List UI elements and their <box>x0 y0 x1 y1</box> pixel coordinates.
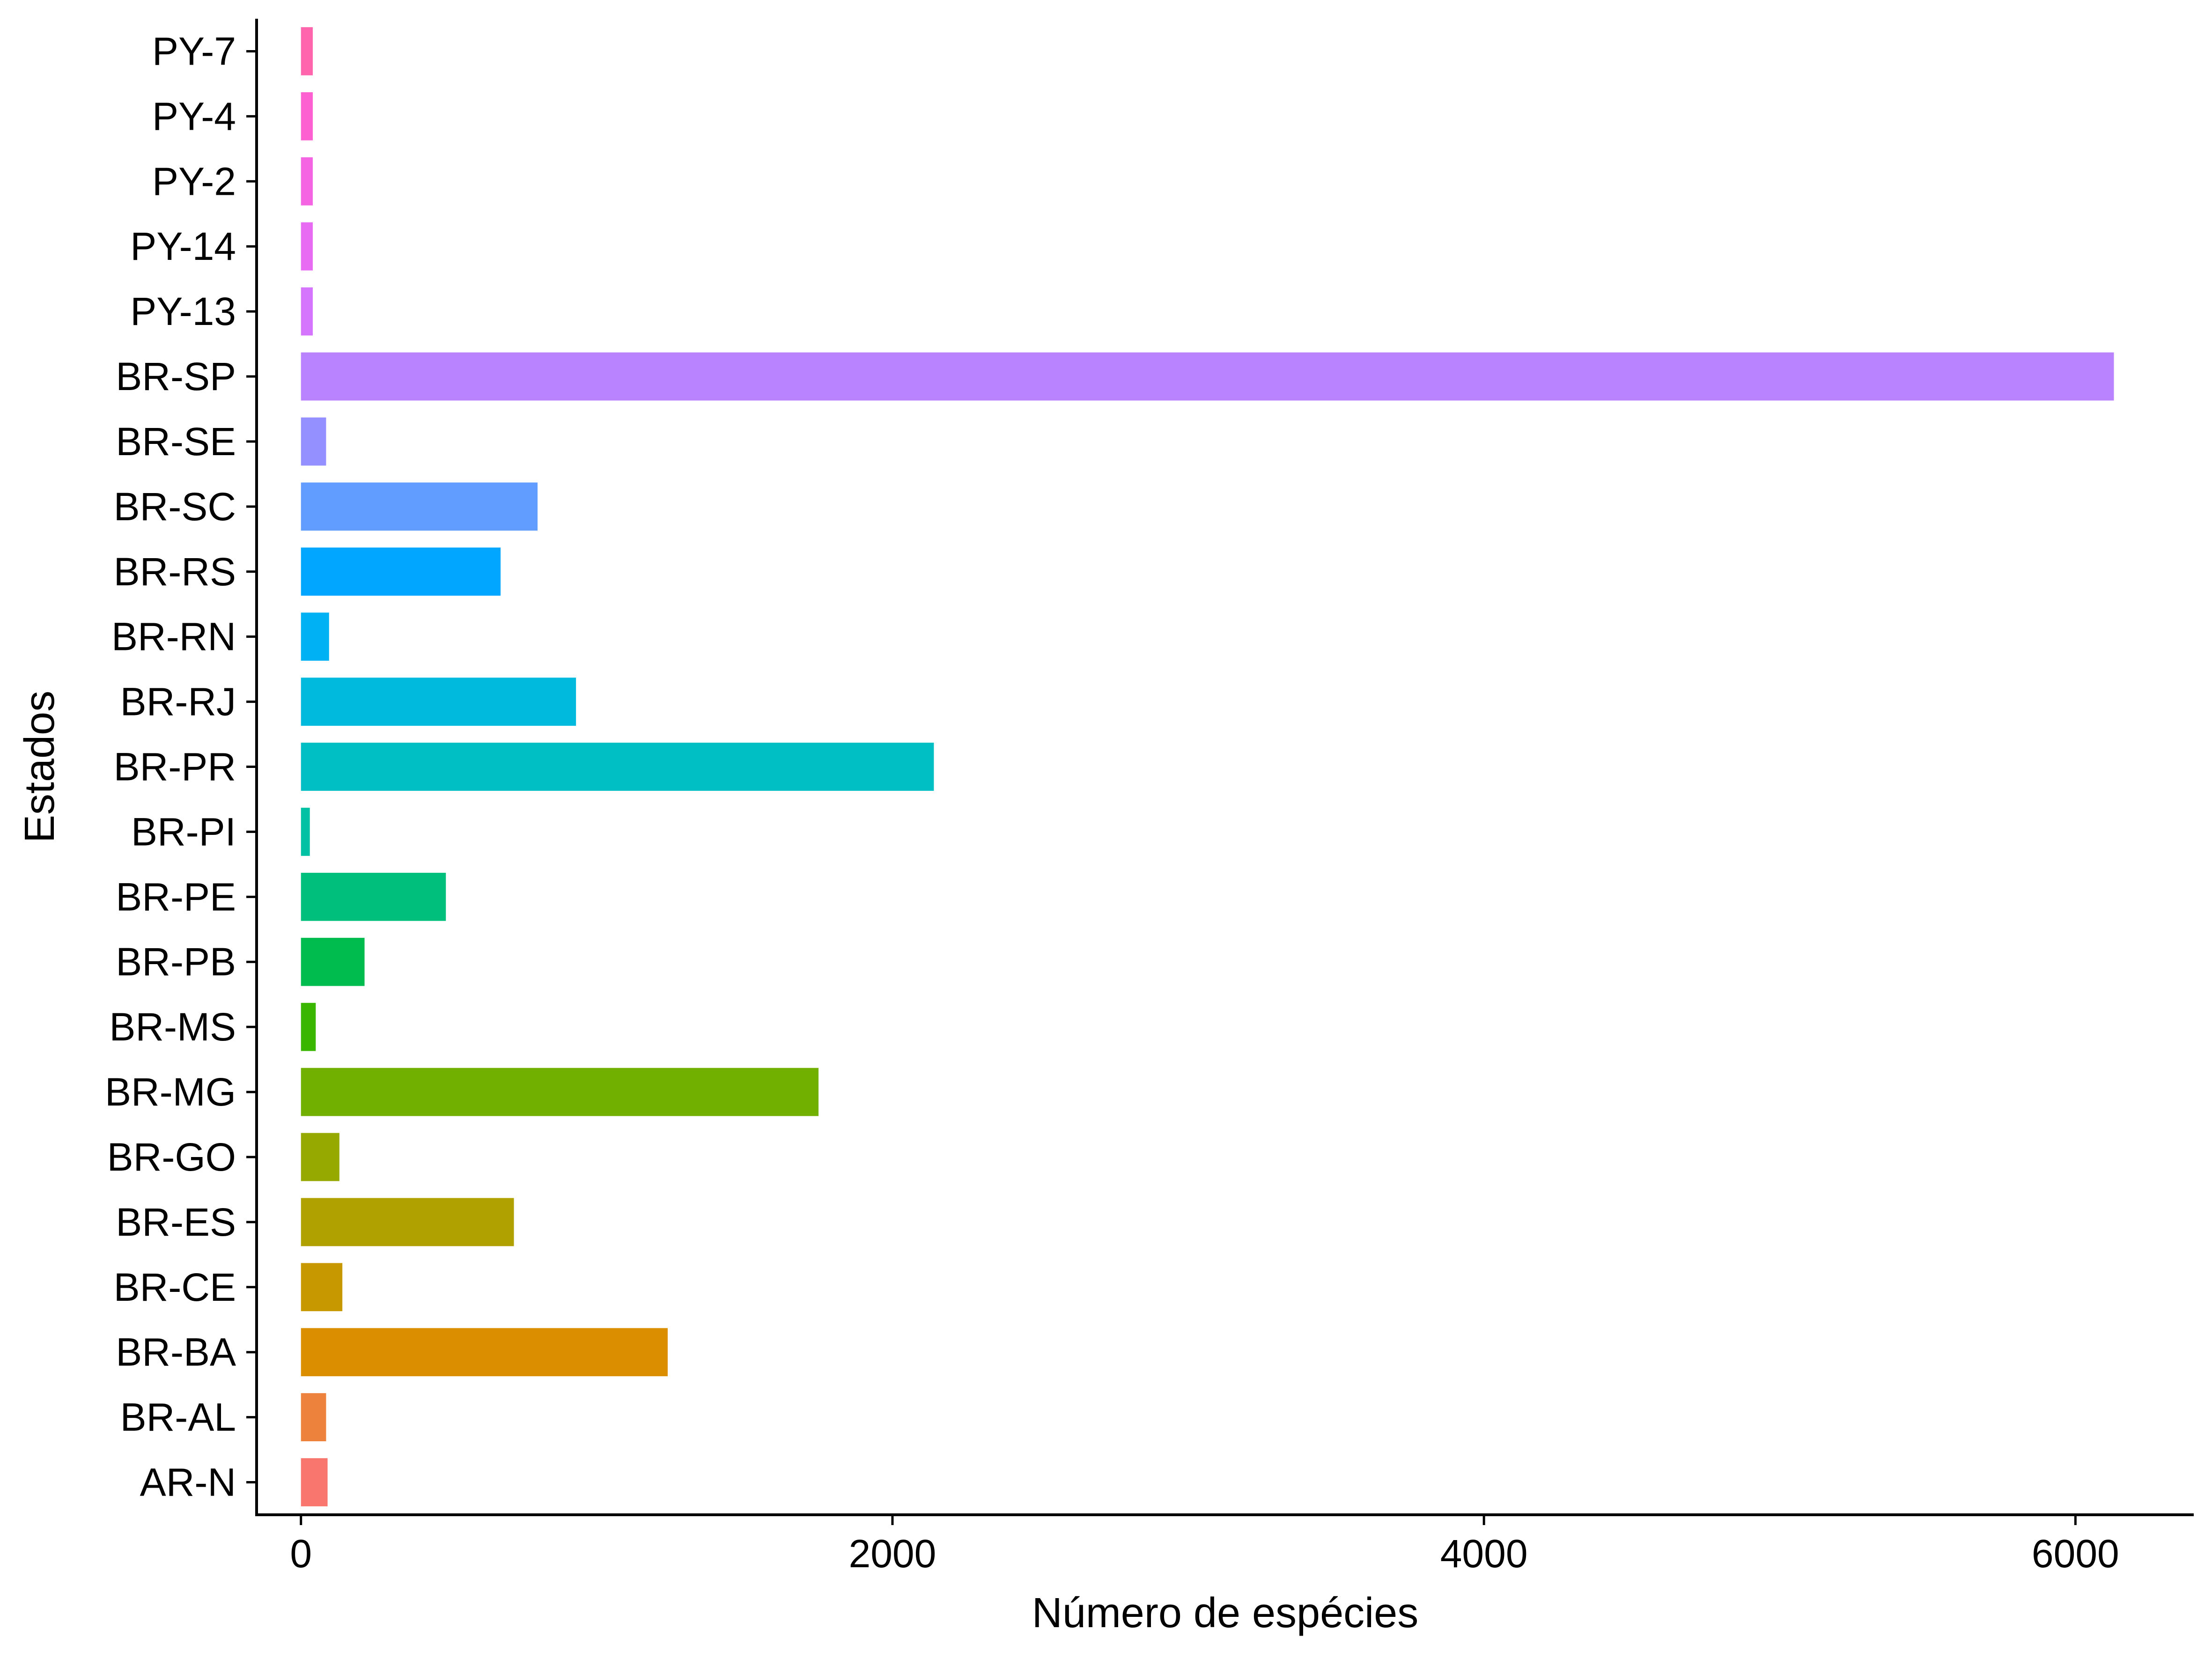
bar-py-2 <box>301 157 313 206</box>
y-tick-label: BR-PI <box>131 810 236 854</box>
y-tick-label: BR-MS <box>109 1005 236 1049</box>
x-tick-label: 0 <box>290 1532 312 1576</box>
y-tick-label: BR-PB <box>116 940 236 984</box>
bar-br-ba <box>301 1328 668 1377</box>
y-tick-label: BR-BA <box>116 1330 236 1374</box>
bar-br-rj <box>301 678 576 726</box>
x-axis-ticks: 0 2000 4000 6000 <box>290 1515 2119 1576</box>
y-axis-title: Estados <box>16 691 63 843</box>
bar-br-pb <box>301 937 365 986</box>
bar-br-mg <box>301 1068 819 1116</box>
y-tick-label: PY-2 <box>152 159 236 203</box>
y-tick-label: PY-13 <box>130 289 236 333</box>
bar-ar-n <box>301 1458 328 1506</box>
bar-br-se <box>301 417 326 466</box>
bar-br-rn <box>301 612 329 661</box>
y-tick-label: BR-CE <box>114 1265 236 1309</box>
y-tick-label: BR-PR <box>114 745 236 789</box>
y-tick-label: BR-GO <box>107 1135 236 1179</box>
y-tick-label: PY-7 <box>152 29 236 73</box>
y-tick-label: BR-MG <box>105 1070 236 1114</box>
x-tick-label: 4000 <box>1440 1532 1528 1576</box>
bar-py-13 <box>301 287 313 336</box>
bar-py-7 <box>301 27 313 75</box>
y-tick-label: BR-SC <box>114 485 236 529</box>
x-tick-label: 6000 <box>2032 1532 2119 1576</box>
bar-py-4 <box>301 92 313 140</box>
bar-br-pr <box>301 743 934 791</box>
bar-br-es <box>301 1198 514 1246</box>
y-tick-label: AR-N <box>140 1460 236 1504</box>
y-tick-label: PY-14 <box>130 224 236 268</box>
bar-br-pe <box>301 872 446 921</box>
bar-br-pi <box>301 808 310 856</box>
bar-py-14 <box>301 222 313 271</box>
y-tick-label: BR-SE <box>116 420 236 464</box>
y-tick-label: BR-RN <box>111 615 236 659</box>
y-tick-label: BR-SP <box>116 354 236 398</box>
y-tick-label: BR-AL <box>120 1395 236 1439</box>
bar-br-rs <box>301 547 501 596</box>
bar-br-ms <box>301 1003 316 1051</box>
bars-group <box>301 27 2114 1506</box>
bar-br-al <box>301 1393 326 1442</box>
bar-br-sp <box>301 352 2114 401</box>
y-tick-label: PY-4 <box>152 94 236 138</box>
y-tick-label: BR-RJ <box>120 680 236 724</box>
bar-br-sc <box>301 482 538 531</box>
x-tick-label: 2000 <box>849 1532 936 1576</box>
bar-br-ce <box>301 1263 343 1312</box>
y-axis-ticks: AR-N BR-AL BR-BA BR-CE BR-ES BR-GO BR-MG BR-MS B… <box>105 29 257 1504</box>
y-tick-label: BR-PE <box>116 875 236 919</box>
y-tick-label: BR-ES <box>116 1200 236 1244</box>
y-tick-label: BR-RS <box>114 550 236 594</box>
x-axis-title: Número de espécies <box>1032 1590 1418 1637</box>
bar-br-go <box>301 1133 339 1181</box>
